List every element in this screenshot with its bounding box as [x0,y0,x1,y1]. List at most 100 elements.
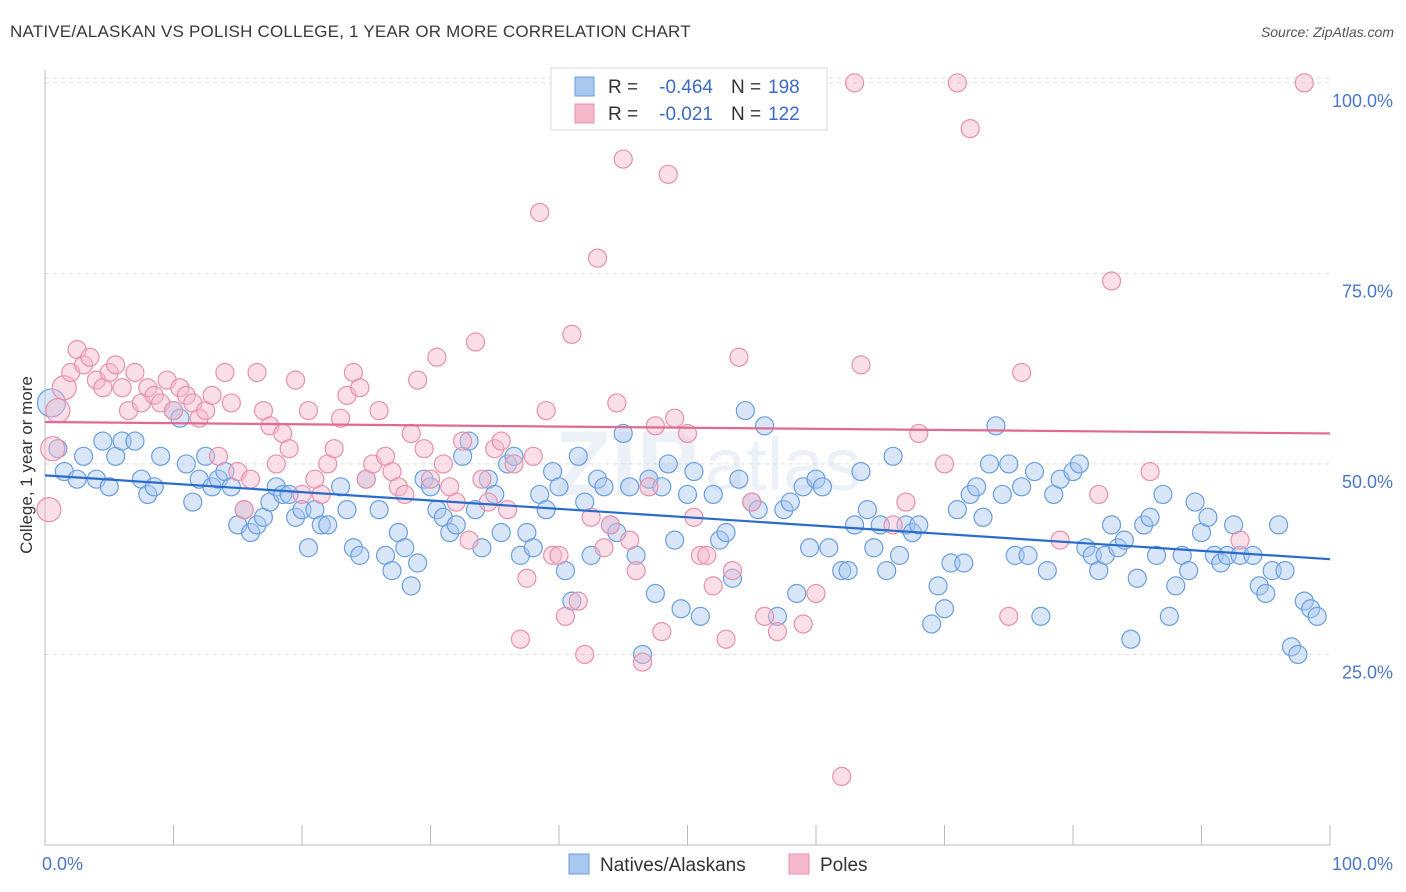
native-point-154 [1101,515,1122,535]
legend-n-label-0: N = [731,77,761,98]
native-point-134 [967,477,987,497]
native-point-7 [99,477,119,497]
poles-point-86 [587,248,608,268]
native-point-69 [523,538,543,558]
poles-point-98 [665,408,685,428]
native-point-51 [408,553,428,573]
native-point-100 [729,469,749,489]
native-point-159 [1134,515,1154,535]
bottom-legend-label-1: Poles [820,855,868,876]
native-point-106 [774,500,794,520]
poles-point-90 [613,149,633,169]
poles-point-38 [279,439,299,459]
poles-point-26 [202,385,222,405]
native-point-0 [36,388,67,418]
native-point-179 [1268,515,1289,535]
poles-point-88 [600,515,621,535]
native-point-118 [857,500,878,520]
native-point-177 [1256,583,1276,604]
native-point-12 [138,484,158,505]
poles-point-36 [266,454,286,474]
legend-r-label-1: R = [608,104,638,125]
native-point-104 [754,416,775,436]
poles-point-92 [626,561,646,581]
trend-line-poles [44,420,1331,435]
poles-point-91 [620,530,640,550]
legend-swatch-1 [574,103,595,124]
legend-n-label-1: N = [731,104,761,125]
legend-r-label-0: R = [608,77,638,98]
native-point-91 [665,530,685,550]
poles-point-110 [793,614,813,634]
bottom-legend-swatch-1 [788,853,810,875]
native-point-139 [999,454,1019,474]
native-point-18 [183,492,203,512]
poles-point-127 [1230,530,1250,550]
native-point-45 [369,500,389,520]
native-point-103 [748,500,768,520]
native-point-129 [934,599,955,619]
poles-point-27 [208,446,229,466]
poles-point-97 [658,164,678,184]
poles-point-12 [112,378,132,398]
poles-point-40 [292,484,312,505]
native-point-59 [459,431,479,451]
native-point-83 [613,423,633,444]
native-point-92 [671,599,691,619]
poles-point-65 [453,431,473,451]
poles-point-120 [960,118,980,139]
native-point-158 [1127,568,1147,588]
poles-point-74 [510,629,531,649]
poles-point-84 [575,644,595,665]
native-point-98 [716,522,736,543]
native-point-112 [812,477,833,497]
correlation-legend: R = -0.464 N = 198 R = -0.021 N = 122 [550,67,828,131]
native-point-93 [677,484,698,505]
poles-point-62 [433,454,453,474]
poles-point-125 [1101,271,1122,291]
native-point-163 [1159,606,1179,626]
poles-point-87 [594,538,614,558]
poles-point-72 [498,500,518,520]
poles-point-46 [330,408,351,428]
y-tick-label-0: 25.0% [1342,662,1393,682]
poles-point-102 [697,545,717,565]
y-tick-label-1: 50.0% [1342,472,1393,492]
native-point-161 [1146,545,1167,565]
poles-point-105 [722,561,743,581]
native-point-36 [298,538,319,558]
native-point-96 [703,484,723,505]
native-point-169 [1198,507,1218,527]
grid-lines [45,77,1330,655]
native-point-111 [806,469,826,489]
native-point-127 [922,614,942,634]
poles-point-10 [99,362,119,383]
native-point-10 [125,431,145,451]
native-point-14 [151,446,171,466]
poles-point-1 [40,436,66,462]
poles-point-69 [478,492,498,512]
native-point-76 [568,446,588,466]
native-point-122 [883,446,903,466]
chart-title: NATIVE/ALASKAN VS POLISH COLLEGE, 1 YEAR… [10,22,691,41]
native-point-27 [241,522,261,543]
native-point-39 [318,515,338,535]
native-point-101 [735,400,755,421]
poles-point-61 [427,347,447,367]
poles-point-113 [844,73,865,93]
poles-point-109 [767,622,788,642]
native-point-4 [73,446,94,466]
poles-point-22 [176,385,196,405]
native-point-40 [330,477,351,497]
native-point-108 [787,583,807,604]
native-point-136 [979,454,1000,474]
poles-point-29 [221,393,241,413]
native-point-142 [1018,545,1038,565]
native-point-6 [93,431,113,451]
native-point-38 [311,515,331,535]
native-point-88 [645,583,665,604]
native-point-148 [1063,461,1083,482]
poles-point-101 [690,545,710,565]
legend-box [550,67,828,131]
